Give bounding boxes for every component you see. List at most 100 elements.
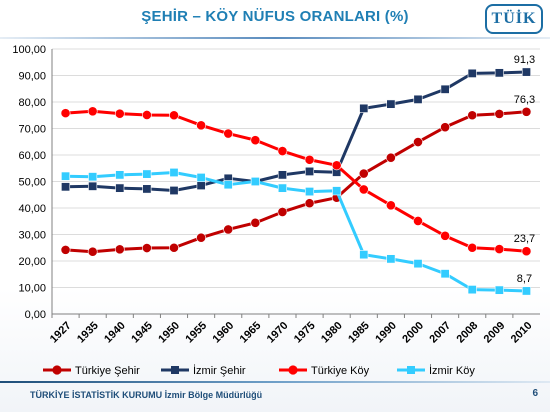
chart-legend: Türkiye Şehir İzmir Şehir Türkiye Köy İzmir… — [43, 364, 475, 377]
data-point — [169, 110, 179, 121]
title-divider — [0, 37, 550, 39]
data-point — [440, 230, 451, 241]
data-point — [88, 172, 98, 182]
y-tick-label: 40,00 — [18, 203, 46, 215]
x-tick-label: 1965 — [238, 320, 264, 346]
data-point — [494, 244, 505, 254]
data-point — [305, 166, 315, 176]
data-point — [88, 181, 98, 191]
x-tick-label: 1980 — [319, 320, 345, 346]
data-point — [196, 173, 206, 183]
data-point — [196, 232, 207, 243]
legend-label: Türkiye Köy — [311, 365, 370, 377]
data-point — [359, 103, 369, 113]
data-point — [413, 137, 423, 147]
data-point — [196, 120, 207, 131]
x-tick-label: 1970 — [265, 320, 291, 346]
data-point — [413, 259, 423, 269]
y-tick-label: 10,00 — [18, 283, 46, 295]
y-tick-label: 20,00 — [18, 256, 46, 268]
data-point — [331, 160, 342, 171]
data-point — [223, 128, 234, 139]
data-label: 76,3 — [514, 94, 535, 106]
data-point — [359, 250, 369, 260]
data-point — [60, 244, 71, 255]
data-point — [169, 167, 179, 177]
data-point — [332, 186, 342, 196]
x-tick-label: 1985 — [346, 320, 372, 346]
data-point — [223, 180, 233, 190]
y-tick-label: 100,00 — [12, 44, 46, 56]
tuik-logo: TÜİK — [485, 4, 543, 34]
data-point — [87, 246, 98, 257]
data-point — [196, 180, 206, 190]
x-tick-label: 1960 — [211, 320, 237, 346]
data-point — [440, 84, 450, 94]
data-point — [386, 254, 396, 264]
x-tick-label: 2008 — [455, 320, 481, 346]
legend-label: İzmir Köy — [429, 364, 475, 377]
data-point — [169, 186, 179, 196]
data-point — [61, 171, 71, 181]
data-point — [115, 170, 125, 180]
footer-divider — [0, 381, 550, 383]
data-point — [277, 183, 287, 193]
data-point — [169, 242, 179, 253]
data-point — [440, 269, 450, 279]
data-point — [521, 67, 531, 77]
data-point — [440, 122, 451, 133]
x-tick-label: 1990 — [373, 320, 399, 346]
data-point — [250, 135, 261, 146]
data-point — [114, 108, 125, 119]
data-point — [521, 106, 532, 117]
legend-marker — [288, 365, 298, 375]
data-point — [521, 286, 531, 296]
data-point — [494, 285, 504, 295]
x-tick-label: 2010 — [509, 320, 535, 346]
legend-marker — [407, 366, 415, 374]
data-point — [304, 198, 315, 209]
y-tick-label: 90,00 — [18, 71, 46, 83]
data-point — [467, 110, 478, 121]
chart-series — [60, 67, 532, 296]
x-tick-label: 1955 — [183, 320, 209, 346]
data-point — [87, 106, 98, 117]
chart-axes: 0,00 10,00 20,00 30,00 40,00 50,00 60,00 70,00 8… — [12, 44, 540, 345]
x-tick-label: 1950 — [156, 320, 182, 346]
chart-annotations: 91,3 76,3 23,7 8,7 — [514, 54, 535, 285]
x-tick-label: 2009 — [482, 320, 508, 346]
data-point — [223, 224, 234, 235]
data-point — [142, 184, 152, 194]
data-point — [386, 99, 396, 109]
y-tick-label: 80,00 — [18, 97, 46, 109]
y-tick-label: 60,00 — [18, 150, 46, 162]
y-tick-label: 70,00 — [18, 124, 46, 136]
legend-marker — [52, 365, 62, 375]
data-point — [277, 170, 287, 180]
data-point — [141, 110, 152, 120]
page-number: 6 — [532, 388, 538, 399]
series-line — [65, 70, 527, 193]
data-point — [250, 217, 261, 228]
legend-label: İzmir Şehir — [193, 364, 246, 377]
data-point — [277, 207, 288, 217]
data-point — [115, 183, 125, 193]
data-point — [385, 200, 396, 211]
data-point — [413, 216, 423, 226]
data-point — [358, 184, 369, 195]
series-line — [65, 170, 527, 293]
data-point — [494, 109, 505, 119]
data-label: 23,7 — [514, 233, 535, 245]
legend-marker — [171, 366, 179, 374]
data-point — [61, 182, 71, 192]
data-label: 91,3 — [514, 54, 535, 66]
data-point — [305, 187, 315, 197]
data-point — [494, 68, 504, 78]
data-point — [467, 68, 477, 78]
data-point — [114, 244, 125, 255]
y-tick-label: 0,00 — [25, 309, 46, 321]
data-point — [277, 146, 288, 156]
data-point — [385, 152, 396, 163]
data-point — [250, 177, 260, 187]
